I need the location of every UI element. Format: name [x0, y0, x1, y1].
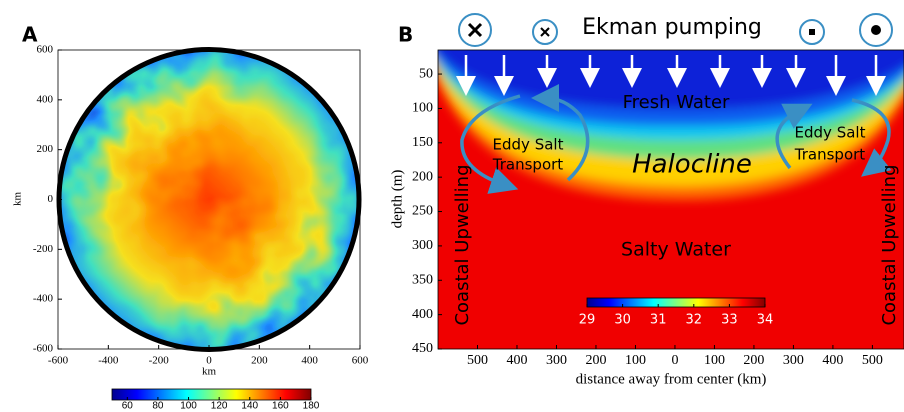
y-tick-label: 200	[37, 143, 54, 155]
colorbar-tick-label: 30	[614, 313, 631, 328]
x-tick-label: 200	[585, 353, 606, 368]
annotation: Transport	[794, 146, 866, 164]
y-tick-label: 100	[412, 101, 433, 116]
y-tick-label: 250	[412, 204, 433, 219]
x-tick-label: -200	[149, 355, 170, 367]
y-tick-label: -600	[33, 343, 54, 355]
y-tick-label: -400	[33, 293, 54, 305]
y-tick-label: 200	[412, 169, 433, 184]
field-a	[40, 30, 380, 370]
y-tick-label: 400	[37, 93, 54, 105]
y-axis-label: km	[12, 192, 24, 207]
x-tick-label: 500	[862, 353, 883, 368]
annotation: Transport	[492, 156, 564, 174]
colorbar-tick-label: 32	[686, 313, 703, 328]
x-tick-label: 100	[625, 353, 646, 368]
x-tick-label: 600	[352, 355, 369, 367]
colorbar-tick-label: 34	[757, 313, 774, 328]
y-tick-label: 350	[412, 272, 433, 287]
x-axis-label: km	[202, 366, 217, 378]
y-tick-label: 50	[419, 66, 433, 81]
annotation: Eddy Salt	[795, 124, 866, 142]
x-tick-label: 200	[251, 355, 268, 367]
colorbar-tick-label: 140	[241, 401, 258, 412]
y-tick-label: 0	[48, 193, 54, 205]
y-tick-label: 150	[412, 135, 433, 150]
y-axis-label: depth (m)	[389, 170, 405, 229]
colorbar	[112, 389, 311, 400]
x-tick-label: 300	[546, 353, 567, 368]
y-tick-label: 450	[412, 341, 433, 356]
annotation: Eddy Salt	[493, 136, 564, 154]
colorbar-tick-label: 80	[152, 401, 164, 412]
figure: A km km B Ekman pumping distan	[0, 0, 904, 412]
annotation: Salty Water	[621, 239, 731, 261]
colorbar-tick-label: 29	[579, 313, 596, 328]
x-tick-label: -600	[48, 355, 69, 367]
x-tick-label: 400	[822, 353, 843, 368]
x-tick-label: 400	[301, 355, 318, 367]
y-tick-label: 400	[412, 307, 433, 322]
x-tick-label: 100	[704, 353, 725, 368]
x-tick-label: -400	[98, 355, 119, 367]
annotation: Coastal Upwelling	[452, 164, 473, 325]
panel-label: B	[398, 23, 413, 47]
colorbar-tick-label: 180	[303, 401, 320, 412]
colorbar-tick-label: 31	[650, 313, 667, 328]
y-tick-label: -200	[33, 243, 54, 255]
colorbar	[587, 298, 765, 307]
x-tick-label: 0	[206, 355, 212, 367]
x-tick-label: 500	[467, 353, 488, 368]
colorbar-tick-label: 100	[180, 401, 197, 412]
colorbar-tick-label: 120	[211, 401, 228, 412]
x-tick-label: 0	[671, 353, 678, 368]
annotation: Coastal Upwelling	[879, 164, 900, 325]
y-tick-label: 600	[37, 44, 54, 56]
x-tick-label: 300	[783, 353, 804, 368]
x-tick-label: 200	[743, 353, 764, 368]
colorbar-tick-label: 33	[721, 313, 738, 328]
chart-title: Ekman pumping	[582, 15, 762, 40]
annotation: Halocline	[632, 150, 752, 180]
y-tick-label: 300	[412, 238, 433, 253]
colorbar-tick-label: 60	[122, 401, 134, 412]
x-axis-label: distance away from center (km)	[576, 371, 767, 387]
x-tick-label: 400	[506, 353, 527, 368]
colorbar-tick-label: 160	[272, 401, 289, 412]
annotation: Fresh Water	[623, 92, 730, 113]
